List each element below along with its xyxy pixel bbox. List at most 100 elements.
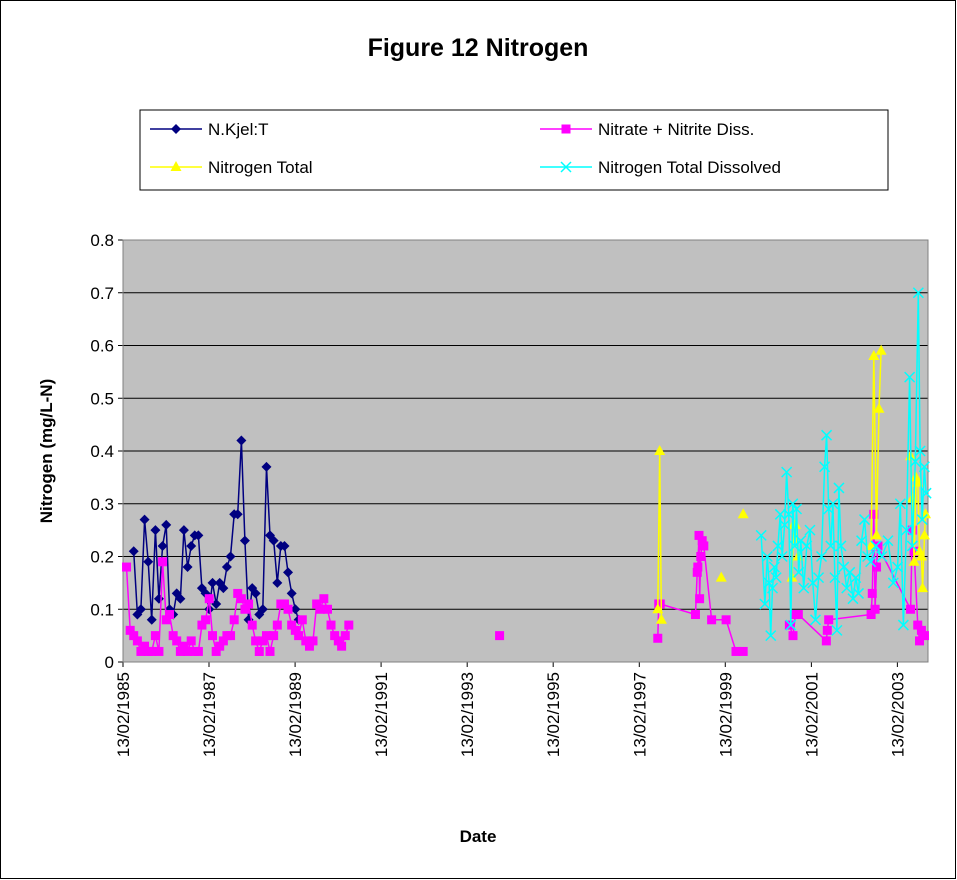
data-point (870, 540, 882, 552)
data-point (894, 498, 906, 510)
data-point (788, 631, 798, 641)
data-point (696, 552, 706, 561)
data-point (793, 566, 805, 578)
data-point (862, 550, 874, 563)
x-tick-label: 13/02/1985 (114, 672, 133, 757)
data-point (244, 599, 254, 609)
data-point (495, 631, 505, 641)
data-point (655, 613, 667, 624)
data-point (139, 514, 150, 525)
data-point (904, 371, 916, 383)
data-point (809, 614, 822, 626)
data-point (128, 546, 139, 557)
data-point (737, 508, 749, 519)
data-point (873, 402, 885, 413)
data-point (143, 556, 154, 567)
data-point (315, 604, 325, 614)
data-point (906, 540, 918, 552)
data-point (178, 525, 189, 536)
data-point (308, 636, 318, 646)
data-point (772, 540, 784, 552)
data-point (236, 594, 246, 604)
data-point (900, 524, 912, 536)
data-point (218, 583, 229, 594)
data-point (821, 636, 831, 646)
data-point (122, 562, 132, 572)
data-point (731, 646, 741, 656)
data-point (715, 571, 727, 582)
data-point (695, 594, 705, 604)
data-point (272, 620, 282, 630)
data-point (150, 525, 161, 536)
y-tick-label: 0.6 (90, 337, 114, 356)
data-point (158, 557, 168, 567)
data-point (819, 461, 831, 473)
y-tick-label: 0.3 (90, 495, 114, 514)
data-point (146, 614, 157, 625)
data-point (798, 582, 810, 594)
data-point (776, 550, 788, 563)
data-point (867, 588, 877, 598)
data-point (770, 572, 782, 584)
data-point (265, 646, 275, 656)
data-point (813, 572, 825, 584)
data-point (261, 631, 271, 641)
data-point (738, 646, 748, 656)
data-point (147, 646, 157, 656)
data-point (870, 604, 880, 614)
legend-marker (171, 124, 181, 134)
data-point (654, 445, 666, 455)
plot-border (122, 239, 929, 663)
data-point (157, 540, 168, 551)
data-point (916, 514, 928, 526)
x-tick-label: 13/02/1995 (544, 672, 563, 757)
data-point (908, 555, 920, 566)
legend-label: Nitrogen Total (208, 158, 313, 177)
data-point (251, 636, 261, 646)
y-tick-label: 0.7 (90, 284, 114, 303)
data-point (841, 582, 853, 594)
data-point (150, 631, 160, 641)
data-point (785, 619, 797, 631)
data-point (690, 610, 700, 620)
data-point (831, 624, 843, 636)
data-point (225, 551, 236, 562)
data-point (297, 615, 307, 625)
data-point (226, 631, 236, 641)
data-point (824, 615, 834, 625)
data-point (829, 572, 841, 584)
data-point (821, 429, 833, 441)
data-point (294, 631, 304, 641)
data-point (135, 604, 146, 615)
data-point (882, 535, 894, 547)
data-point (835, 540, 847, 552)
data-point (765, 630, 777, 642)
data-point (791, 503, 803, 515)
data-point (759, 598, 771, 610)
data-point (912, 287, 924, 299)
data-point (232, 509, 243, 520)
data-point (815, 550, 828, 563)
data-point (269, 631, 279, 641)
data-point (186, 540, 197, 551)
legend-label: N.Kjel:T (208, 120, 268, 139)
legend-label: Nitrate + Nitrite Diss. (598, 120, 754, 139)
data-point (920, 487, 932, 499)
data-point (850, 572, 862, 584)
data-point (763, 577, 775, 589)
y-tick-label: 0.4 (90, 442, 114, 461)
data-point (856, 535, 868, 547)
legend-box (139, 109, 889, 191)
data-point (254, 646, 264, 656)
data-point (918, 529, 930, 540)
data-point (208, 631, 218, 641)
x-axis-title: Date (460, 827, 497, 846)
x-tick-label: 13/02/1989 (286, 672, 305, 757)
data-point (326, 620, 336, 630)
data-point (825, 540, 837, 552)
data-point (239, 535, 250, 546)
data-point (787, 498, 799, 510)
x-tick-label: 13/02/1991 (372, 672, 391, 757)
data-point (774, 508, 786, 520)
